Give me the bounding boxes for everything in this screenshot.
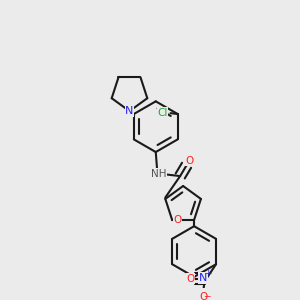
Text: O: O xyxy=(186,156,194,166)
Text: −: − xyxy=(203,292,211,300)
Text: O: O xyxy=(187,274,195,284)
Text: O: O xyxy=(199,292,207,300)
Text: Cl: Cl xyxy=(157,108,168,118)
Text: +: + xyxy=(204,269,211,278)
Text: O: O xyxy=(173,215,182,225)
Text: NH: NH xyxy=(151,169,167,178)
Text: N: N xyxy=(125,106,134,116)
Text: N: N xyxy=(199,273,207,283)
